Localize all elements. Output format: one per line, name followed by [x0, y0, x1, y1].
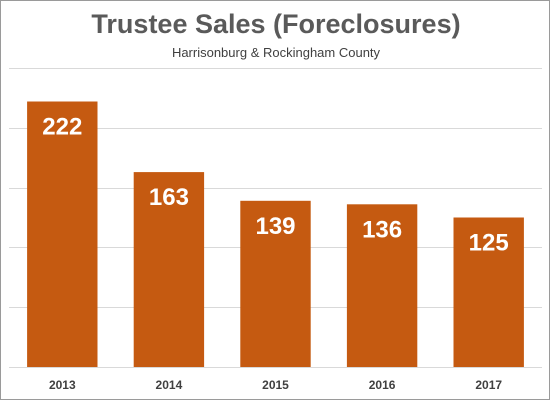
- data-label-2015: 139: [255, 213, 295, 240]
- x-tick-label-2015: 2015: [262, 378, 289, 392]
- bar-2013: [27, 101, 98, 367]
- bar-2016: [346, 204, 418, 367]
- x-tick-label-2016: 2016: [369, 378, 396, 392]
- chart-title: Trustee Sales (Foreclosures): [91, 9, 461, 39]
- x-tick-label-2017: 2017: [475, 378, 502, 392]
- chart-subtitle: Harrisonburg & Rockingham County: [171, 45, 381, 60]
- data-label-2016: 136: [362, 216, 402, 243]
- data-label-2013: 222: [42, 114, 82, 141]
- bar-2017: [453, 217, 524, 367]
- x-tick-label-2014: 2014: [156, 378, 183, 392]
- x-tick-label-2013: 2013: [49, 378, 76, 392]
- data-label-2017: 125: [469, 230, 509, 257]
- bar-2015: [240, 200, 311, 367]
- bar-2014: [133, 172, 205, 367]
- data-label-2014: 163: [149, 184, 189, 211]
